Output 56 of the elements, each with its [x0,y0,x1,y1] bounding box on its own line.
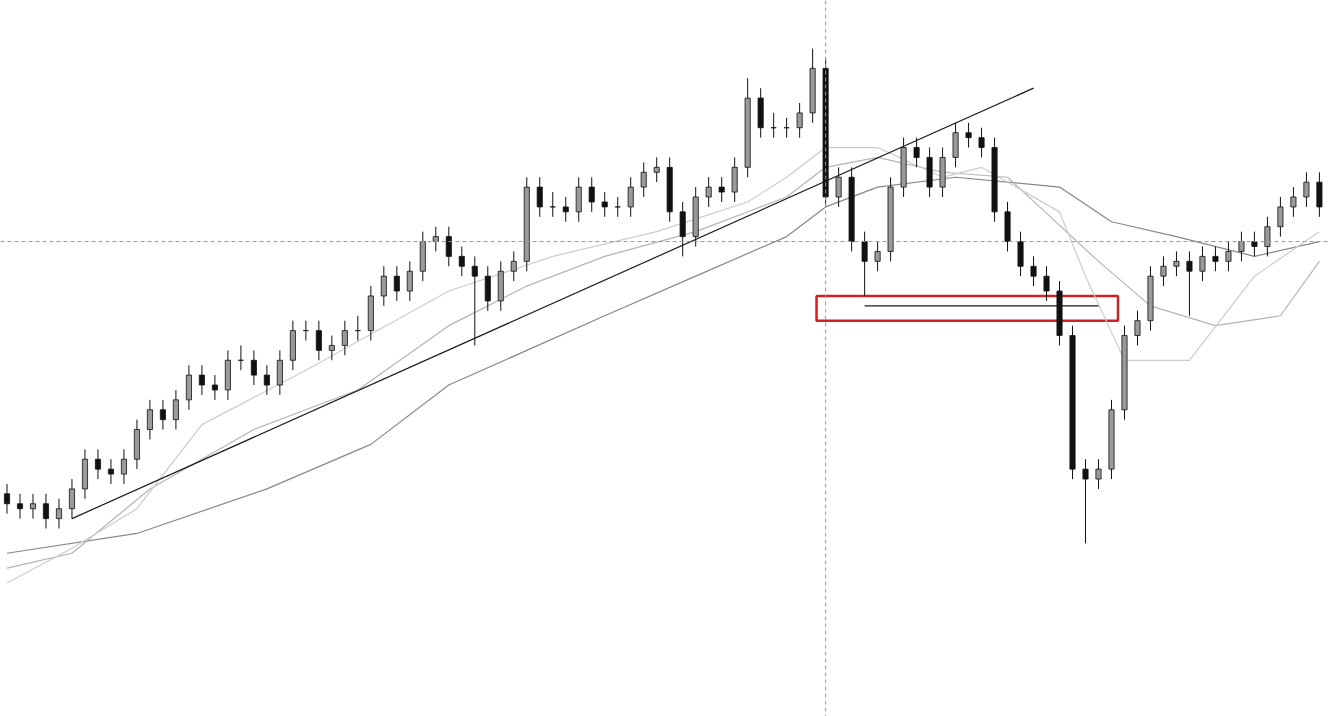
candlestick [341,320,348,356]
candlestick [510,250,517,282]
candlestick [978,127,985,158]
candlestick [796,102,803,139]
candlestick [16,493,23,520]
candlestick [965,122,972,149]
candlestick [198,364,205,396]
candlestick [1030,255,1037,287]
candlestick [263,364,270,396]
candlestick [653,156,660,183]
candlestick [705,176,712,208]
candlestick [4,483,10,515]
candlestick [445,226,452,267]
candlestick [913,137,920,168]
candlestick [536,176,543,218]
candlestick [55,498,62,529]
candlestick [315,320,322,361]
candlestick [562,196,569,223]
candlestick [458,245,465,277]
candlestick [1186,250,1193,317]
candlestick [588,176,595,213]
candlestick [1043,265,1050,302]
candlestick [601,191,608,218]
candlestick [835,166,842,208]
candlestick [1173,250,1180,277]
candlestick [29,493,36,520]
candlestick [380,265,387,307]
candlestick [1134,310,1141,346]
candlestick [614,196,621,218]
candlestick [107,458,114,485]
candlestick [640,161,647,198]
candlestick [1303,171,1310,208]
candlestick [1277,196,1284,238]
candlestick [172,389,179,431]
candlestick [42,493,49,529]
candlestick [1082,458,1089,544]
candlestick [1290,186,1297,218]
candlestick [549,191,556,218]
candlestick [159,399,166,431]
candlestick [120,448,127,485]
candlestick [406,260,413,302]
candlestick [718,176,725,203]
candlestick [1212,245,1219,272]
candlestick [393,265,400,302]
candlestick [94,448,101,480]
candlestick [250,349,257,386]
candlestick [1160,255,1167,287]
candlestick [328,335,335,361]
candlestick [861,231,868,297]
candlestick [146,399,153,440]
candlestick [1095,458,1102,490]
candlestick [211,374,218,401]
candlestick [627,176,634,218]
candlestick [1199,245,1206,282]
candlestick [1251,231,1258,257]
candlestick [471,255,478,346]
